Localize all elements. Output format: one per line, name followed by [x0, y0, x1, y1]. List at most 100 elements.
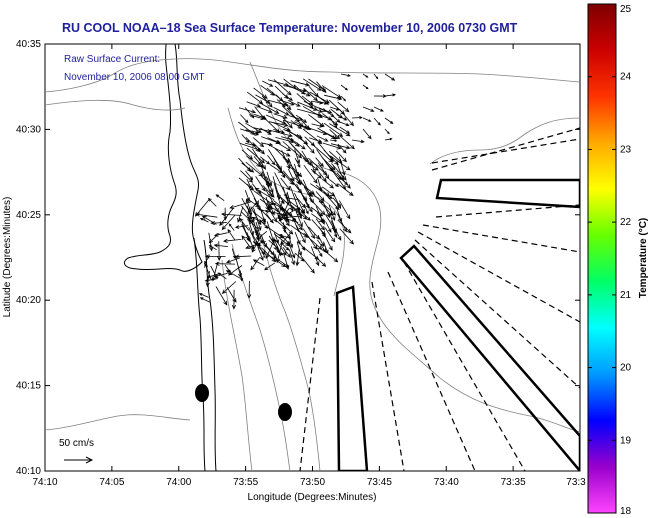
marker-2: [278, 403, 292, 421]
current-vector: [322, 248, 339, 263]
current-vector: [247, 200, 260, 213]
current-vector: [239, 217, 250, 231]
current-vector: [337, 219, 352, 234]
current-vector: [278, 234, 291, 239]
colorbar-tick-label: 19: [620, 435, 632, 446]
current-vector: [290, 80, 310, 87]
current-vector: [283, 217, 299, 223]
current-vector: [241, 224, 251, 243]
current-vector: [384, 117, 394, 125]
current-vector: [330, 220, 342, 241]
current-vector: [303, 232, 323, 251]
plot-area: Raw Surface Current: November 10, 2006 0…: [44, 43, 581, 472]
current-vector: [315, 218, 325, 231]
x-tick-label: 74:10: [32, 477, 57, 488]
current-vector: [362, 117, 372, 122]
current-vector: [211, 261, 219, 282]
current-vector: [272, 202, 282, 208]
radar-beam-outlines: [335, 178, 580, 471]
current-vector: [266, 206, 276, 210]
current-vector: [315, 157, 324, 168]
current-vector: [384, 128, 390, 135]
current-vector: [294, 192, 305, 214]
current-vector: [294, 158, 301, 168]
current-vector: [221, 212, 242, 217]
current-vector: [340, 95, 347, 102]
x-axis-label: Longitude (Degrees:Minutes): [248, 492, 377, 503]
current-vector: [340, 73, 351, 77]
current-vector: [337, 101, 350, 113]
current-vector: [256, 230, 268, 240]
current-vector: [215, 194, 225, 202]
current-vector: [257, 247, 264, 261]
current-vector: [195, 212, 218, 218]
current-vector: [308, 157, 328, 176]
current-vector: [245, 198, 253, 215]
current-vector: [308, 137, 323, 143]
colorbar-ticks: 25 24 23 22 21 20 19 18: [588, 3, 632, 517]
current-vector: [257, 242, 266, 258]
current-vector: [321, 85, 342, 99]
current-vector: [246, 101, 262, 108]
current-vector: [384, 137, 393, 141]
current-vector: [322, 231, 333, 251]
y-tick-label: 40:25: [16, 210, 41, 221]
current-vector: [273, 129, 285, 134]
current-vector: [282, 93, 293, 101]
current-vector: [329, 106, 340, 111]
current-vector: [287, 241, 296, 259]
x-tick-label: 74:05: [99, 477, 124, 488]
colorbar-tick-label: 20: [620, 363, 632, 374]
current-vector: [282, 141, 303, 159]
current-vector: [199, 218, 209, 223]
current-vector: [328, 204, 336, 222]
current-vector: [267, 99, 289, 107]
current-vector: [330, 155, 351, 171]
current-vector: [373, 73, 379, 80]
current-vector: [303, 220, 315, 239]
current-vector: [295, 249, 300, 267]
current-vector: [269, 121, 289, 127]
current-vector: [219, 207, 234, 227]
current-vector: [245, 161, 264, 177]
current-vector: [338, 176, 349, 186]
current-vector: [214, 261, 236, 266]
current-vector: [290, 120, 303, 129]
current-vector: [303, 88, 318, 102]
current-vector: [332, 197, 341, 207]
current-vector: [337, 183, 354, 197]
current-vector: [252, 142, 265, 155]
current-vector: [322, 142, 342, 150]
current-vector: [338, 121, 350, 127]
current-vector: [287, 99, 301, 107]
current-vector: [282, 246, 291, 258]
current-vector: [285, 210, 293, 218]
current-vector: [321, 130, 339, 140]
current-vector: [273, 107, 290, 116]
current-vector: [255, 221, 264, 244]
chart-title: RU COOL NOAA–18 Sea Surface Temperature:…: [62, 21, 518, 35]
current-vector: [337, 143, 347, 154]
current-vector: [280, 177, 291, 191]
current-vector: [294, 84, 306, 95]
current-vector: [296, 225, 306, 244]
current-vector: [362, 73, 369, 78]
current-vector: [311, 143, 334, 163]
x-tick-label: 73:40: [434, 477, 459, 488]
radial-line: [417, 231, 580, 323]
current-vector: [226, 257, 241, 264]
current-vector: [261, 95, 273, 108]
current-vector: [239, 270, 244, 282]
current-vector: [234, 225, 249, 229]
current-vector: [273, 79, 292, 96]
current-vector: [284, 196, 298, 200]
current-vector: [240, 114, 249, 124]
colorbar-tick-label: 21: [620, 290, 632, 301]
bathymetry-contours: [45, 58, 580, 471]
colorbar-tick-label: 25: [620, 4, 632, 15]
current-vector: [262, 80, 274, 87]
current-vector: [301, 211, 311, 221]
current-vector: [221, 281, 237, 294]
current-vector: [265, 239, 275, 260]
